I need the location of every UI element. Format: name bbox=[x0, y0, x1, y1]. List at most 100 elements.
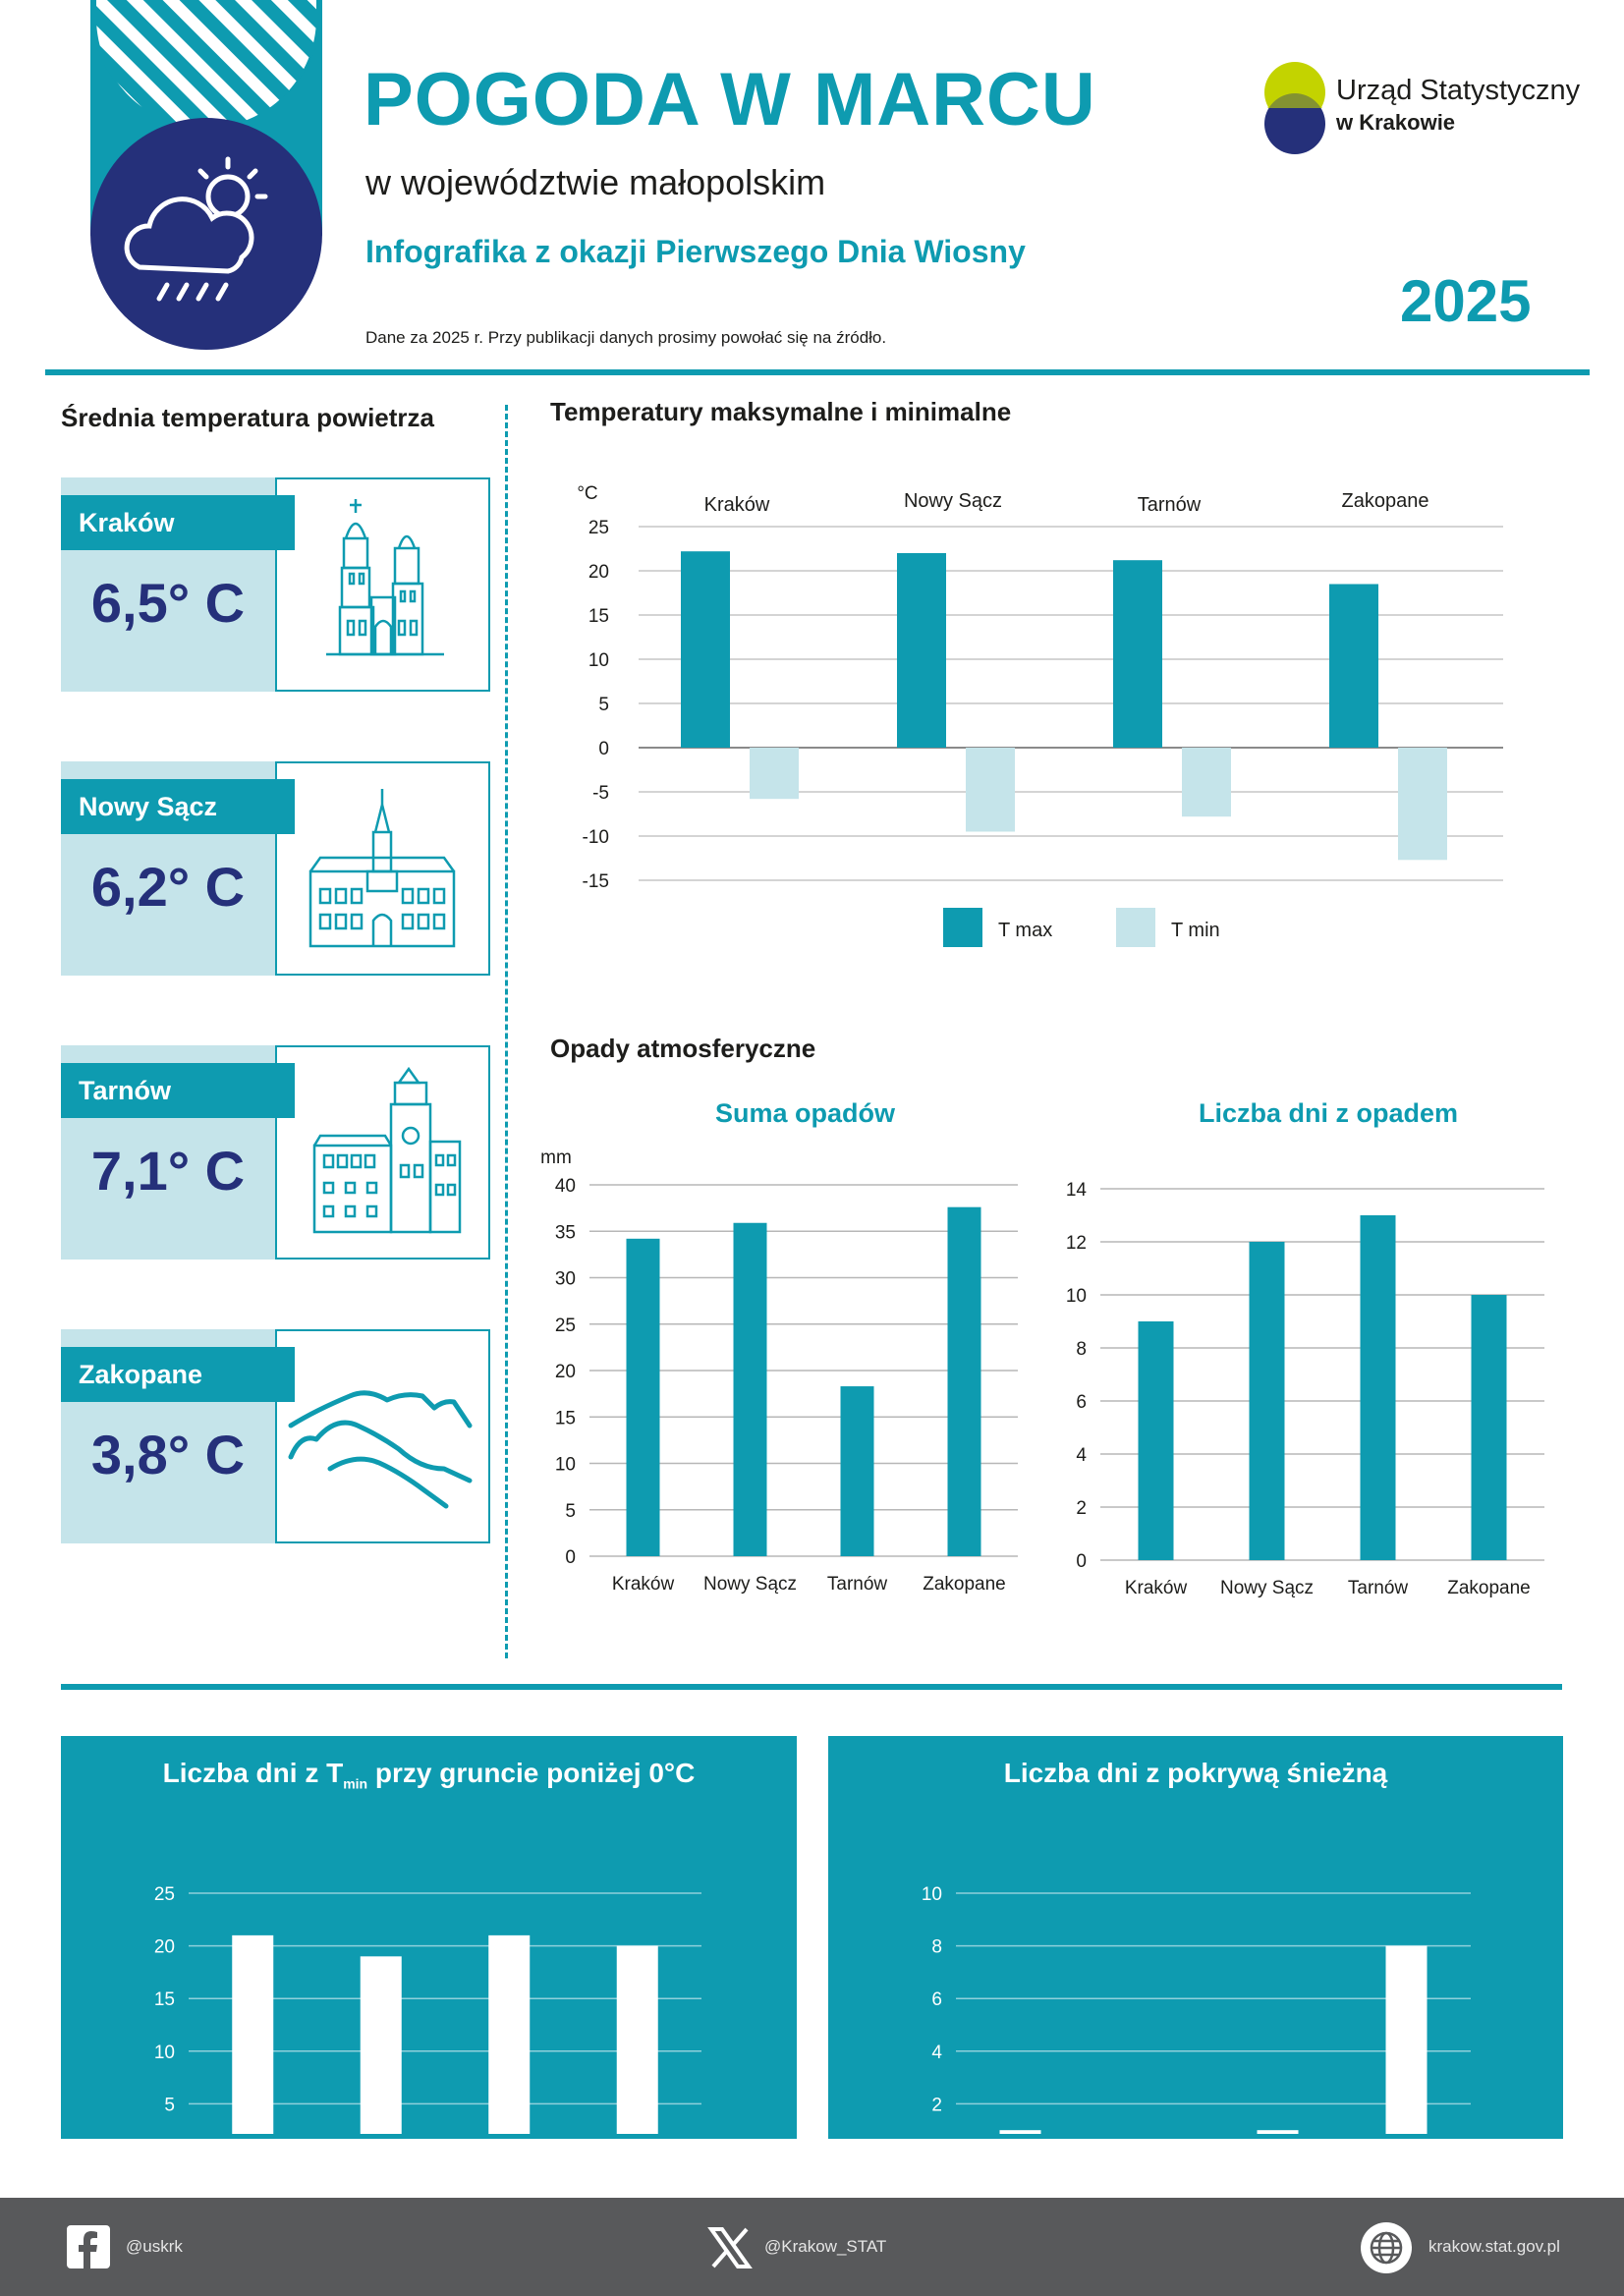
x-tick-label: Kraków bbox=[1125, 1578, 1188, 1598]
bar-Kraków bbox=[1138, 1321, 1174, 1560]
y-tick-label: 15 bbox=[555, 1408, 576, 1428]
city-icon-frame bbox=[275, 1045, 490, 1260]
city-avg-temp: 6,2° C bbox=[90, 856, 246, 918]
bar-Tarnów bbox=[840, 1386, 874, 1556]
bar-Nowy Sącz bbox=[360, 1956, 402, 2134]
y-axis-unit: mm bbox=[540, 1148, 572, 1168]
bar-T min-Zakopane bbox=[1398, 748, 1447, 861]
city-name: Zakopane bbox=[61, 1347, 295, 1402]
bar-Zakopane bbox=[616, 1945, 658, 2134]
bar-Nowy Sącz bbox=[733, 1222, 767, 1556]
y-tick-label: 20 bbox=[555, 1362, 576, 1382]
y-tick-label: 2 bbox=[931, 2095, 942, 2115]
category-label: Kraków bbox=[704, 494, 770, 516]
dni-chart-title: Liczba dni z opadem bbox=[1199, 1098, 1459, 1128]
column-divider bbox=[505, 405, 508, 1658]
y-tick-label: 40 bbox=[555, 1176, 576, 1197]
y-tick-label: 8 bbox=[1076, 1339, 1087, 1360]
page-tagline: Infografika z okazji Pierwszego Dnia Wio… bbox=[365, 234, 1026, 269]
church-icon bbox=[326, 499, 444, 656]
header-divider bbox=[45, 369, 1590, 375]
bar-Tarnów bbox=[488, 1934, 531, 2134]
y-tick-label: 4 bbox=[931, 2043, 942, 2063]
office-logo: Urząd Statystyczny w Krakowie bbox=[1260, 59, 1594, 157]
city-name: Kraków bbox=[61, 495, 295, 550]
bar-Kraków bbox=[232, 1934, 274, 2134]
town-hall-icon bbox=[308, 789, 456, 948]
bar-Kraków bbox=[999, 2130, 1041, 2134]
y-tick-label: 10 bbox=[588, 650, 609, 671]
y-tick-label: 25 bbox=[588, 518, 609, 538]
y-tick-label: 5 bbox=[565, 1501, 576, 1522]
x-tick-label: Nowy Sącz bbox=[1220, 1578, 1314, 1598]
snow-panel: Liczba dni z pokrywą śnieżną 1086420Krak… bbox=[828, 1736, 1563, 2139]
y-tick-label: 35 bbox=[555, 1222, 576, 1243]
y-tick-label: 0 bbox=[1076, 1551, 1087, 1572]
page-title: POGODA W MARCU bbox=[364, 58, 1096, 141]
city-hall-tower-icon bbox=[312, 1066, 462, 1234]
legend-swatch bbox=[1116, 908, 1155, 947]
y-tick-label: 10 bbox=[1066, 1286, 1087, 1307]
y-tick-label: 20 bbox=[154, 1937, 175, 1958]
x-handle: @Krakow_STAT bbox=[764, 2237, 887, 2256]
y-tick-label: 6 bbox=[1076, 1392, 1087, 1413]
y-tick-label: 30 bbox=[555, 1269, 576, 1290]
y-tick-label: 8 bbox=[931, 1937, 942, 1958]
city-avg-temp: 3,8° C bbox=[90, 1424, 246, 1485]
bar-Zakopane bbox=[947, 1206, 981, 1556]
y-tick-label: 15 bbox=[154, 1989, 175, 2010]
city-avg-temp: 6,5° C bbox=[90, 572, 246, 634]
precipitation-sum-chart: 40 35 30 25 20 15 10 5 0 Kraków Nowy Sącz Tarnów Zak… bbox=[540, 1148, 1018, 1595]
frost-title-sub: min bbox=[343, 1775, 368, 1792]
y-tick-label: 25 bbox=[154, 1884, 175, 1905]
y-tick-label: 6 bbox=[931, 1989, 942, 2010]
bar-T max-Kraków bbox=[681, 551, 730, 748]
city-name: Tarnów bbox=[61, 1063, 295, 1118]
y-tick-label: 4 bbox=[1076, 1445, 1087, 1466]
city-avg-temp: 7,1° C bbox=[90, 1140, 246, 1202]
temps-chart-title: Temperatury maksymalne i minimalne bbox=[550, 397, 1012, 426]
bar-T max-Zakopane bbox=[1329, 584, 1378, 748]
y-tick-label: -15 bbox=[583, 871, 609, 892]
logo-mark-icon bbox=[1264, 62, 1325, 154]
city-card-tarnow: Tarnów 7,1° C bbox=[61, 1045, 490, 1260]
y-tick-label: 15 bbox=[588, 606, 609, 627]
logo-line-2: w Krakowie bbox=[1336, 110, 1456, 135]
precip-section-title: Opady atmosferyczne bbox=[550, 1034, 816, 1063]
facebook-handle: @uskrk bbox=[126, 2237, 183, 2256]
y-tick-label: 12 bbox=[1066, 1233, 1087, 1254]
city-card-nowy-sacz: Nowy Sącz 6,2° C bbox=[61, 761, 490, 976]
frost-chart-title: Liczba dni z Tmin przy gruncie poniżej 0… bbox=[61, 1758, 797, 1792]
y-tick-label: 10 bbox=[555, 1455, 576, 1476]
y-tick-label: -5 bbox=[592, 783, 609, 804]
x-tick-label: Zakopane bbox=[923, 1574, 1006, 1595]
bar-Tarnów bbox=[1360, 1215, 1396, 1560]
y-tick-label: 10 bbox=[922, 1884, 942, 1905]
city-card-krakow: Kraków 6,5° C bbox=[61, 477, 490, 692]
category-label: Tarnów bbox=[1138, 494, 1202, 516]
city-name: Nowy Sącz bbox=[61, 779, 295, 834]
page-subtitle: w województwie małopolskim bbox=[365, 162, 826, 202]
city-icon-frame bbox=[275, 761, 490, 976]
y-axis-unit: °C bbox=[577, 483, 597, 504]
facebook-icon bbox=[67, 2225, 110, 2268]
y-tick-label: 14 bbox=[1066, 1180, 1088, 1201]
x-tick-label: Nowy Sącz bbox=[703, 1574, 797, 1595]
category-label: Zakopane bbox=[1342, 490, 1429, 512]
x-tick-label: Kraków bbox=[612, 1574, 675, 1595]
bar-T max-Tarnów bbox=[1113, 560, 1162, 748]
x-tick-label: Tarnów bbox=[827, 1574, 888, 1595]
y-tick-label: 25 bbox=[555, 1316, 576, 1336]
logo-line-1: Urząd Statystyczny bbox=[1336, 75, 1581, 106]
y-tick-label: 0 bbox=[565, 1547, 576, 1568]
frost-title-rest: przy gruncie poniżej 0°C bbox=[367, 1758, 696, 1788]
frost-title-main: Liczba dni z T bbox=[162, 1758, 344, 1788]
mountains-icon bbox=[288, 1390, 473, 1509]
y-tick-label: 5 bbox=[598, 695, 609, 715]
bar-Zakopane bbox=[1385, 1945, 1428, 2134]
legend-label: T max bbox=[998, 920, 1052, 941]
bar-T min-Tarnów bbox=[1182, 748, 1231, 817]
y-tick-label: 0 bbox=[598, 739, 609, 759]
